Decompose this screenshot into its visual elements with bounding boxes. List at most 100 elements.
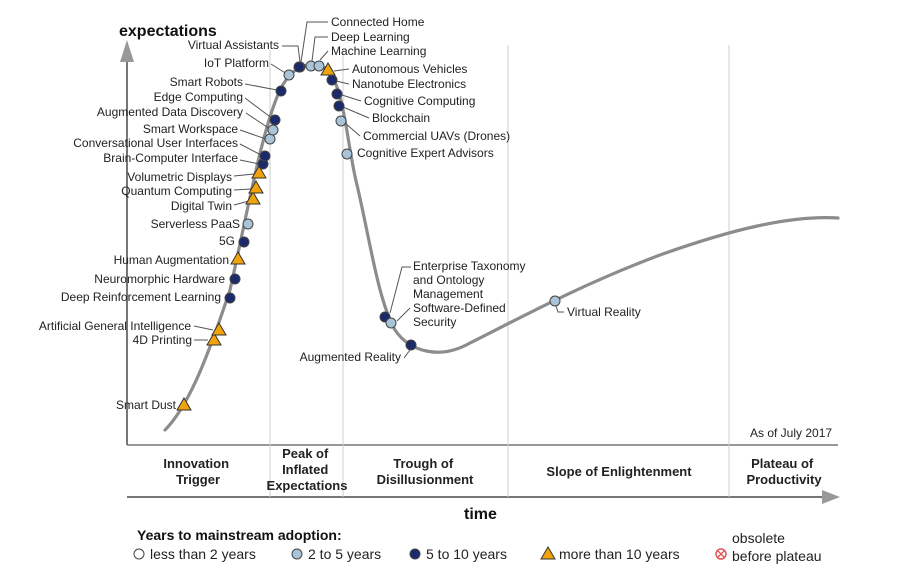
phase-label-peak: Peak of Inflated Expectations — [267, 446, 348, 493]
tech-label: Serverless PaaS — [151, 217, 240, 231]
tech-label: Volumetric Displays — [127, 170, 232, 184]
tech-label-line: Connected Home — [331, 15, 425, 29]
tech-label: Virtual Reality — [567, 305, 641, 319]
tech-quantum-computing: Quantum Computing — [121, 180, 264, 198]
tech-volumetric-displays: Volumetric Displays — [127, 165, 267, 184]
legend-marker-lt2 — [133, 548, 145, 560]
tech-connected-home: Connected Home — [293, 15, 425, 73]
tech-label: Artificial General Intelligence — [39, 319, 191, 333]
tech-deep-reinforcement-learning: Deep Reinforcement Learning — [61, 290, 236, 304]
as-of-note: As of July 2017 — [750, 426, 832, 440]
y-axis-arrow — [120, 40, 134, 62]
tech-enterprise-taxonomy-and-ontology-management: Enterprise Taxonomy and Ontology Managemen… — [379, 259, 526, 323]
legend-label: 2 to 5 years — [308, 546, 381, 562]
tech-label: Virtual Assistants — [188, 38, 279, 52]
tech-5g: 5G — [219, 234, 250, 248]
leader-line — [244, 97, 274, 120]
legend: Years to mainstream adoption: less than … — [133, 527, 822, 564]
leader-line — [344, 122, 361, 137]
tech-label-line: Serverless PaaS — [151, 217, 240, 231]
marker-2to5 — [267, 124, 279, 136]
tech-iot-platform: IoT Platform — [204, 56, 295, 81]
tech-label: Cognitive Expert Advisors — [357, 146, 494, 160]
tech-label-line: Conversational User Interfaces — [73, 136, 238, 150]
tech-label: Augmented Reality — [300, 350, 401, 364]
leader-line — [342, 106, 370, 119]
marker-2to5 — [385, 317, 397, 329]
marker-2to5 — [242, 218, 254, 230]
tech-digital-twin: Digital Twin — [171, 191, 261, 213]
marker-gt10 — [245, 191, 261, 205]
tech-label-line: Quantum Computing — [121, 184, 232, 198]
marker-gt10 — [320, 62, 336, 76]
tech-label-line: Security — [413, 315, 456, 329]
legend-label: less than 2 years — [150, 546, 256, 562]
phase-line: Peak of — [282, 446, 329, 461]
tech-label: Brain-Computer Interface — [103, 151, 238, 165]
tech-label-line: Deep Learning — [331, 30, 410, 44]
tech-label-line: Deep Reinforcement Learning — [61, 290, 221, 304]
marker-2to5 — [283, 69, 295, 81]
tech-edge-computing: Edge Computing — [154, 90, 281, 126]
tech-label-line: Cognitive Expert Advisors — [357, 146, 494, 160]
leader-line — [555, 305, 564, 313]
leader-line — [193, 325, 214, 331]
tech-label-line: 5G — [219, 234, 235, 248]
tech-nanotube-electronics: Nanotube Electronics — [326, 74, 466, 91]
marker-2to5 — [341, 148, 353, 160]
tech-label: Smart Robots — [170, 75, 243, 89]
tech-label-line: Neuromorphic Hardware — [94, 272, 225, 286]
legend-item-gt10: more than 10 years — [540, 546, 680, 562]
tech-conversational-user-interfaces: Conversational User Interfaces — [73, 136, 271, 162]
leader-line — [233, 200, 250, 206]
tech-label-line: Smart Dust — [116, 398, 177, 412]
tech-artificial-general-intelligence: Artificial General Intelligence — [39, 319, 227, 336]
marker-5to10 — [275, 85, 287, 97]
marker-5to10 — [293, 61, 305, 73]
legend-item-2to5: 2 to 5 years — [291, 546, 381, 562]
phase-line: Slope of Enlightenment — [546, 464, 692, 479]
leader-line — [335, 80, 350, 85]
phase-line: Trigger — [176, 472, 220, 487]
tech-label: Digital Twin — [171, 199, 232, 213]
tech-label: Nanotube Electronics — [352, 77, 466, 91]
marker-2to5 — [313, 60, 325, 72]
tech-label: Augmented Data Discovery — [97, 105, 243, 119]
tech-commercial-uavs-drones: Commercial UAVs (Drones) — [335, 115, 510, 143]
tech-label-line: Human Augmentation — [114, 253, 229, 267]
legend-items: less than 2 years 2 to 5 years 5 to 10 yea… — [133, 530, 822, 564]
marker-gt10 — [176, 397, 192, 411]
tech-label: Deep Learning — [331, 30, 410, 44]
leader-line — [341, 94, 362, 102]
marker-2to5 — [264, 133, 276, 145]
phase-label-innovation-trigger: Innovation Trigger — [163, 456, 232, 487]
phase-line: Expectations — [267, 478, 348, 493]
tech-label: 5G — [219, 234, 235, 248]
tech-label-line: Commercial UAVs (Drones) — [363, 129, 510, 143]
legend-marker-gt10 — [540, 546, 556, 560]
marker-5to10 — [333, 100, 345, 112]
phase-line: Trough of — [393, 456, 454, 471]
tech-label-line: Management — [413, 287, 484, 301]
phase-line: Disillusionment — [377, 472, 474, 487]
tech-label-line: Augmented Data Discovery — [97, 105, 243, 119]
tech-label-line: Smart Robots — [170, 75, 243, 89]
tech-virtual-reality: Virtual Reality — [549, 295, 641, 319]
marker-5to10 — [229, 273, 241, 285]
tech-label: Smart Dust — [116, 398, 177, 412]
tech-label: Connected Home — [331, 15, 425, 29]
y-axis-title: expectations — [119, 23, 217, 40]
tech-label: Blockchain — [372, 111, 430, 125]
tech-cognitive-expert-advisors: Cognitive Expert Advisors — [341, 146, 494, 160]
tech-label: Neuromorphic Hardware — [94, 272, 225, 286]
tech-blockchain: Blockchain — [333, 100, 430, 125]
tech-label-line: Virtual Reality — [567, 305, 641, 319]
legend-item-obs: obsolete before plateau — [715, 530, 822, 564]
tech-label: Conversational User Interfaces — [73, 136, 238, 150]
leader-line — [239, 129, 267, 140]
tech-label: Autonomous Vehicles — [352, 62, 467, 76]
tech-augmented-reality: Augmented Reality — [300, 339, 417, 364]
tech-human-augmentation: Human Augmentation — [114, 251, 246, 267]
marker-5to10 — [326, 74, 338, 86]
